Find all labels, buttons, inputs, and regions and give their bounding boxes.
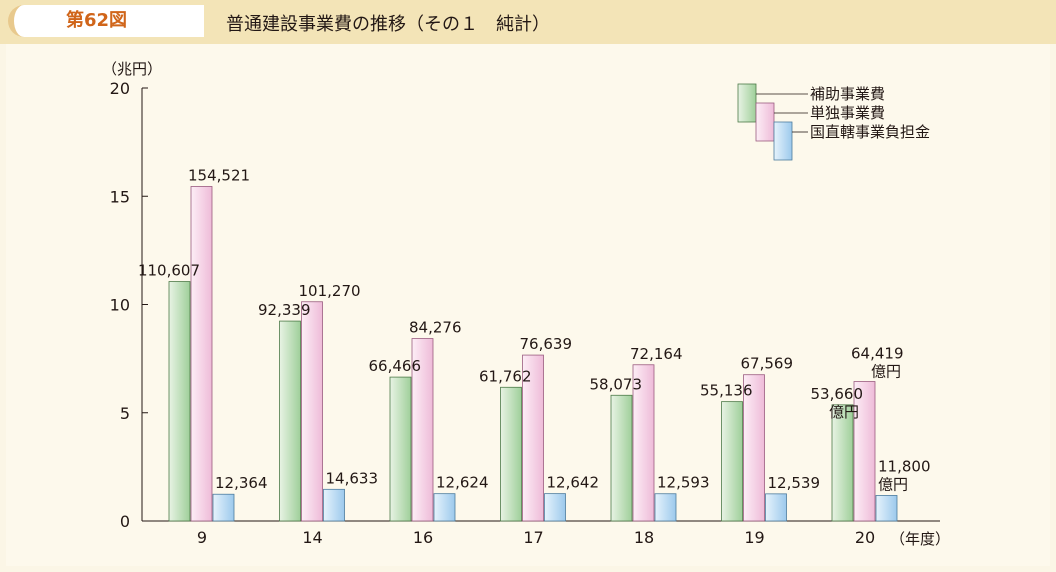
bar-hojo bbox=[610, 394, 633, 522]
bar-kuni bbox=[544, 493, 566, 522]
bar-kuni bbox=[875, 495, 898, 522]
y-axis-label: （兆円） bbox=[102, 60, 162, 78]
legend-label-hojo: 補助事業費 bbox=[810, 85, 885, 103]
bar-hojo bbox=[168, 281, 191, 522]
x-tick-label: 20 bbox=[855, 528, 875, 547]
x-tick-label: 18 bbox=[634, 528, 654, 547]
bar-kuni bbox=[433, 493, 456, 522]
data-label-hojo: 66,466 bbox=[369, 357, 422, 375]
data-label-kuni: 12,539 bbox=[768, 474, 821, 492]
legend-label-tandoku: 単独事業費 bbox=[810, 104, 885, 122]
bar-tandoku bbox=[743, 374, 765, 522]
figure-header: 第62図 普通建設事業費の推移（その１ 純計） bbox=[0, 0, 1056, 44]
x-tick-label: 14 bbox=[302, 528, 322, 547]
data-label-kuni: 12,642 bbox=[547, 474, 600, 492]
data-label-hojo: 110,607 bbox=[138, 262, 200, 280]
data-label-tandoku: 72,164 bbox=[630, 345, 683, 363]
data-label-kuni: 12,593 bbox=[657, 474, 710, 492]
x-tick-label: 16 bbox=[413, 528, 433, 547]
y-tick-label: 0 bbox=[120, 512, 130, 531]
bar-tandoku bbox=[632, 364, 655, 522]
data-label-tandoku: 67,569 bbox=[741, 355, 794, 373]
data-label-hojo: 61,762 bbox=[479, 367, 532, 385]
x-axis-label: （年度） bbox=[890, 530, 950, 548]
data-label-kuni: 12,624 bbox=[436, 474, 489, 492]
data-label-kuni: 11,800 bbox=[878, 457, 931, 475]
chart-panel: 0 5 10 15 20 （兆円） （年度） 9 14 16 17 18 19 20 110,607 154… bbox=[6, 44, 1050, 566]
bar-hojo bbox=[500, 386, 522, 522]
bar-tandoku bbox=[522, 354, 544, 522]
bar-hojo bbox=[831, 404, 854, 522]
bar-tandoku bbox=[411, 338, 434, 522]
data-label-unit: 億円 bbox=[829, 403, 859, 421]
bar-kuni bbox=[654, 493, 677, 522]
bar-hojo bbox=[279, 320, 301, 522]
data-label-unit: 億円 bbox=[878, 475, 908, 493]
figure-label: 第62図 bbox=[66, 10, 128, 31]
legend-swatch-hojo bbox=[737, 83, 757, 123]
x-tick-label: 19 bbox=[744, 528, 764, 547]
y-tick-label: 20 bbox=[110, 79, 130, 98]
data-label-tandoku: 154,521 bbox=[188, 166, 250, 184]
y-tick-label: 10 bbox=[110, 296, 130, 315]
x-tick-label: 17 bbox=[523, 528, 543, 547]
data-label-tandoku: 84,276 bbox=[409, 319, 462, 337]
data-label-tandoku: 101,270 bbox=[299, 282, 361, 300]
data-label-hojo: 58,073 bbox=[590, 375, 643, 393]
y-tick-label: 15 bbox=[110, 187, 130, 206]
figure-badge bbox=[8, 5, 204, 37]
bar-hojo bbox=[389, 376, 412, 522]
bar-hojo bbox=[721, 401, 743, 522]
y-tick-label: 5 bbox=[120, 404, 130, 423]
data-label-hojo: 55,136 bbox=[700, 382, 753, 400]
bar-kuni bbox=[212, 493, 235, 522]
legend-label-kuni: 国直轄事業負担金 bbox=[810, 123, 930, 141]
data-label-tandoku: 64,419 bbox=[851, 345, 904, 363]
legend-swatch-kuni bbox=[773, 121, 793, 161]
data-label-kuni: 14,633 bbox=[326, 469, 379, 487]
bar-kuni bbox=[323, 488, 345, 522]
data-label-hojo: 53,660 bbox=[811, 385, 864, 403]
figure-title: 普通建設事業費の推移（その１ 純計） bbox=[226, 14, 550, 35]
data-label-hojo: 92,339 bbox=[258, 301, 311, 319]
bar-tandoku bbox=[190, 186, 213, 522]
data-label-tandoku: 76,639 bbox=[520, 335, 573, 353]
data-label-kuni: 12,364 bbox=[215, 474, 268, 492]
legend-swatch-tandoku bbox=[755, 102, 775, 142]
bar-tandoku bbox=[853, 381, 876, 522]
bar-kuni bbox=[765, 493, 787, 522]
bar-tandoku bbox=[301, 301, 323, 522]
data-label-unit: 億円 bbox=[871, 363, 901, 381]
x-tick-label: 9 bbox=[197, 528, 207, 547]
